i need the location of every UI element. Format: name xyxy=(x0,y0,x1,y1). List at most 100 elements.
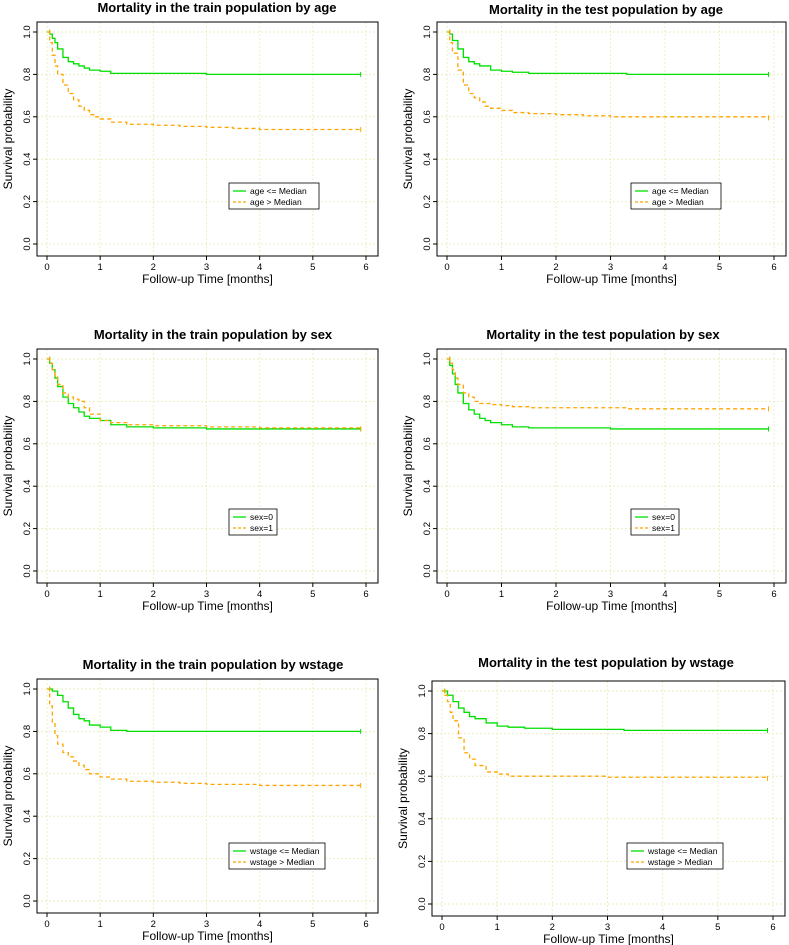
chart-5-xtick-label: 6 xyxy=(363,919,368,930)
chart-1-xtick-label: 3 xyxy=(204,262,209,273)
chart-6-xtick-label: 1 xyxy=(495,922,500,933)
chart-1-ytick-label: 0.0 xyxy=(22,237,33,250)
chart-3-xtick-label: 5 xyxy=(310,589,315,600)
chart-3-legend-box xyxy=(228,508,278,536)
chart-3-xtick-label: 6 xyxy=(363,589,368,600)
chart-3-ytick-label: 0.0 xyxy=(22,564,33,577)
chart-4-ytick-label: 0.4 xyxy=(422,480,433,493)
chart-6-xtick-label: 5 xyxy=(715,922,720,933)
chart-3-ytick-label: 0.6 xyxy=(22,437,33,450)
chart-2-ytick-label: 1.0 xyxy=(422,25,433,38)
chart-4-xtick-label: 1 xyxy=(499,589,504,600)
chart-6-xtick-label: 4 xyxy=(660,922,665,933)
chart-5-legend-box xyxy=(228,842,326,870)
chart-5-ytick-label: 0.0 xyxy=(22,894,33,907)
chart-6-legend-label-2: wstage > Median xyxy=(647,857,713,867)
chart-3-frame xyxy=(36,348,379,584)
chart-5-ylabel: Survival probability xyxy=(1,746,15,847)
chart-3-ytick-label: 0.8 xyxy=(22,395,33,408)
chart-5: Mortality in the train population by wst… xyxy=(1,657,379,943)
chart-1-xtick-label: 5 xyxy=(310,262,315,273)
chart-5-legend-label-1: wstage <= Median xyxy=(249,846,320,856)
chart-3-ytick-label: 0.2 xyxy=(22,522,33,535)
chart-4-xtick-label: 6 xyxy=(771,589,776,600)
chart-4-series-1-line xyxy=(447,358,769,430)
chart-5-xtick-label: 0 xyxy=(44,919,49,930)
chart-2-xtick-label: 2 xyxy=(553,262,558,273)
chart-4-legend-box xyxy=(630,508,680,536)
chart-2-xtick-label: 0 xyxy=(444,262,449,273)
chart-5-ytick-label: 0.2 xyxy=(22,852,33,865)
chart-3-ytick-label: 1.0 xyxy=(22,352,33,365)
chart-5-xtick-label: 2 xyxy=(151,919,156,930)
chart-1-ylabel: Survival probability xyxy=(1,89,15,190)
chart-4-title: Mortality in the test population by sex xyxy=(486,327,720,342)
chart-6-ytick-label: 0.2 xyxy=(417,855,428,868)
chart-3-ytick-label: 0.4 xyxy=(22,480,33,493)
chart-2-ytick-label: 0.8 xyxy=(422,68,433,81)
chart-3-series-1-line xyxy=(47,358,361,430)
chart-2-ytick-label: 0.0 xyxy=(422,237,433,250)
chart-5-xtick-label: 3 xyxy=(204,919,209,930)
chart-1-legend-label-2: age > Median xyxy=(250,197,302,207)
chart-2-legend-box xyxy=(630,182,722,210)
chart-6-ytick-label: 0.4 xyxy=(417,812,428,825)
chart-6-legend-label-1: wstage <= Median xyxy=(647,846,718,856)
chart-1-ytick-label: 0.2 xyxy=(22,195,33,208)
chart-4-legend-label-1: sex=0 xyxy=(652,512,675,522)
chart-4-xtick-label: 2 xyxy=(553,589,558,600)
chart-1-ytick-label: 0.6 xyxy=(22,110,33,123)
chart-4-ytick-label: 0.2 xyxy=(422,522,433,535)
chart-1-xtick-label: 2 xyxy=(151,262,156,273)
chart-2-title: Mortality in the test population by age xyxy=(489,2,723,17)
chart-5-frame xyxy=(36,678,379,914)
chart-6-xlabel: Follow-up Time [months] xyxy=(543,932,674,945)
chart-1-ytick-label: 0.4 xyxy=(22,153,33,166)
chart-4-ytick-label: 0.8 xyxy=(422,395,433,408)
chart-1-xtick-label: 6 xyxy=(363,262,368,273)
chart-2-ylabel: Survival probability xyxy=(401,89,415,190)
chart-1-series-1-line xyxy=(47,31,361,76)
chart-3-xtick-label: 0 xyxy=(44,589,49,600)
chart-1-title: Mortality in the train population by age xyxy=(97,0,336,15)
chart-2: Mortality in the test population by age 0… xyxy=(401,2,787,286)
chart-6-xtick-label: 3 xyxy=(605,922,610,933)
chart-1-frame xyxy=(36,21,379,257)
chart-3: Mortality in the train population by sex… xyxy=(1,327,379,613)
chart-1-ytick-label: 1.0 xyxy=(22,25,33,38)
chart-4-xtick-label: 5 xyxy=(717,589,722,600)
chart-4-ylabel: Survival probability xyxy=(401,416,415,517)
chart-2-ytick-label: 0.2 xyxy=(422,195,433,208)
chart-1-legend-label-1: age <= Median xyxy=(250,186,307,196)
chart-5-ytick-label: 0.4 xyxy=(22,810,33,823)
chart-3-xtick-label: 3 xyxy=(204,589,209,600)
chart-2-legend-label-2: age > Median xyxy=(652,197,704,207)
chart-5-ytick-label: 1.0 xyxy=(22,682,33,695)
chart-3-series-2-line xyxy=(47,358,362,429)
chart-5-series-1-line xyxy=(47,688,361,733)
chart-4-xlabel: Follow-up Time [months] xyxy=(546,599,677,613)
chart-2-ytick-label: 0.6 xyxy=(422,110,433,123)
chart-5-ytick-label: 0.6 xyxy=(22,767,33,780)
chart-6-title: Mortality in the test population by wsta… xyxy=(478,655,734,670)
chart-4-ytick-label: 0.0 xyxy=(422,564,433,577)
chart-6-legend-box xyxy=(626,842,724,870)
chart-2-xtick-label: 6 xyxy=(771,262,776,273)
chart-2-series-2-line xyxy=(447,31,770,118)
chart-4-xtick-label: 3 xyxy=(608,589,613,600)
chart-5-title: Mortality in the train population by wst… xyxy=(83,657,344,672)
chart-4-ytick-label: 1.0 xyxy=(422,352,433,365)
chart-5-xlabel: Follow-up Time [months] xyxy=(142,929,273,943)
chart-6-ylabel: Survival probability xyxy=(396,748,410,849)
chart-3-xtick-label: 4 xyxy=(257,589,262,600)
chart-2-xtick-label: 5 xyxy=(717,262,722,273)
chart-2-xlabel: Follow-up Time [months] xyxy=(546,272,677,286)
chart-5-legend-label-2: wstage > Median xyxy=(249,857,315,867)
chart-6-xtick-label: 6 xyxy=(770,922,775,933)
